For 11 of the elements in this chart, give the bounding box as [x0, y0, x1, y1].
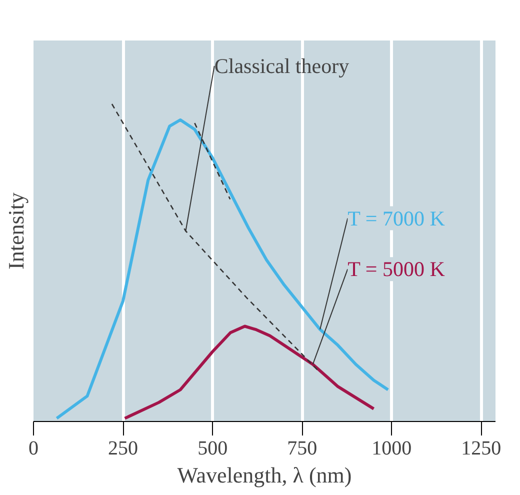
- x-tick-label: 250: [108, 438, 138, 460]
- x-axis-title: Wavelength, λ (nm): [177, 462, 352, 488]
- x-tick-label: 0: [28, 438, 38, 460]
- x-tick-label: 1000: [372, 438, 412, 460]
- x-tick-label: 500: [198, 438, 228, 460]
- x-tick-label: 1250: [461, 438, 502, 460]
- text: T = 7000 K: [348, 206, 445, 230]
- x-tick-label: 750: [287, 438, 318, 460]
- text: T = 5000 K: [348, 257, 445, 282]
- annotation: Classical theory: [214, 54, 350, 78]
- y-axis-title: Intensity: [4, 192, 28, 270]
